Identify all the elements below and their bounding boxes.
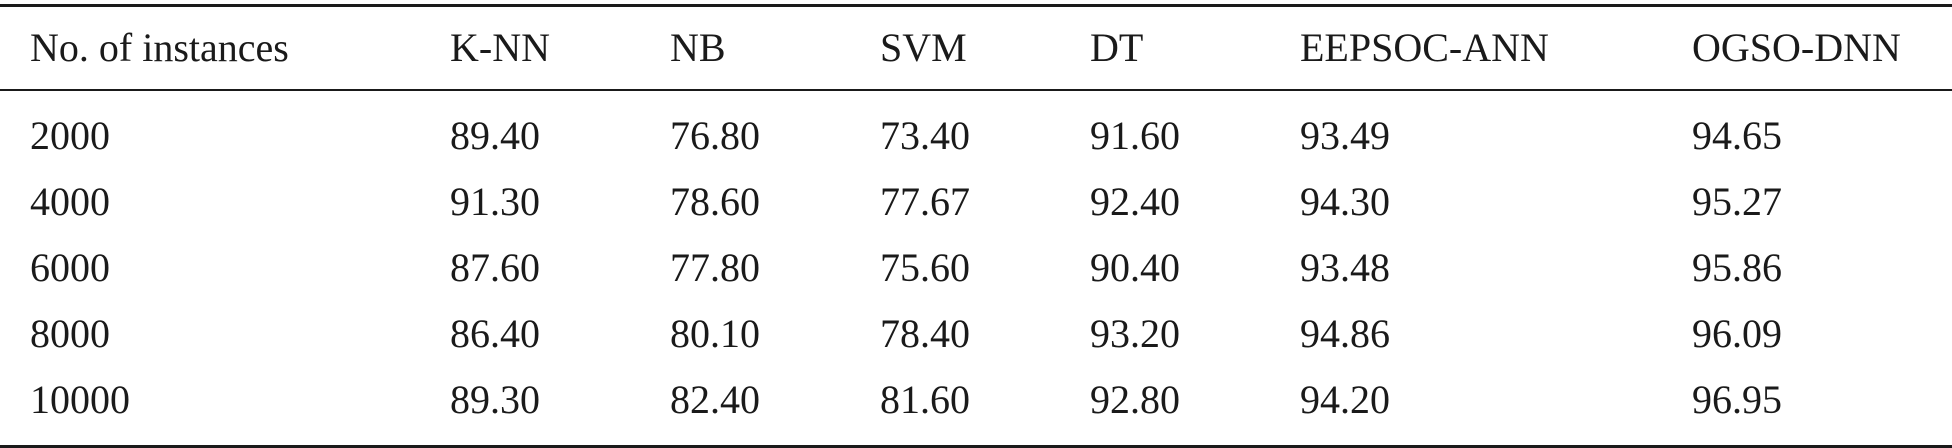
table-row: 2000 89.40 76.80 73.40 91.60 93.49 94.65	[0, 90, 1952, 169]
cell-ogso-dnn: 96.95	[1692, 377, 1782, 422]
header-eepsoc-ann: EEPSOC-ANN	[1300, 25, 1549, 70]
cell-eepsoc-ann: 94.86	[1300, 311, 1390, 356]
cell-nb: 80.10	[670, 311, 760, 356]
cell-ogso-dnn: 94.65	[1692, 113, 1782, 158]
cell-instances: 6000	[30, 245, 110, 290]
cell-dt: 91.60	[1090, 113, 1180, 158]
cell-nb: 76.80	[670, 113, 760, 158]
cell-eepsoc-ann: 93.49	[1300, 113, 1390, 158]
cell-dt: 90.40	[1090, 245, 1180, 290]
table-body: 2000 89.40 76.80 73.40 91.60 93.49 94.65…	[0, 90, 1952, 447]
header-instances: No. of instances	[30, 25, 289, 70]
cell-svm: 75.60	[880, 245, 970, 290]
cell-eepsoc-ann: 93.48	[1300, 245, 1390, 290]
cell-nb: 77.80	[670, 245, 760, 290]
cell-ogso-dnn: 95.27	[1692, 179, 1782, 224]
cell-knn: 86.40	[450, 311, 540, 356]
cell-dt: 93.20	[1090, 311, 1180, 356]
cell-eepsoc-ann: 94.30	[1300, 179, 1390, 224]
cell-knn: 89.40	[450, 113, 540, 158]
header-dt: DT	[1090, 25, 1144, 70]
cell-ogso-dnn: 95.86	[1692, 245, 1782, 290]
cell-instances: 8000	[30, 311, 110, 356]
results-table-container: No. of instances K-NN NB SVM DT EEPSOC-A…	[0, 4, 1952, 448]
header-svm: SVM	[880, 25, 967, 70]
cell-dt: 92.80	[1090, 377, 1180, 422]
header-nb: NB	[670, 25, 726, 70]
cell-knn: 91.30	[450, 179, 540, 224]
results-table: No. of instances K-NN NB SVM DT EEPSOC-A…	[0, 4, 1952, 448]
header-knn: K-NN	[450, 25, 550, 70]
cell-svm: 73.40	[880, 113, 970, 158]
table-row: 10000 89.30 82.40 81.60 92.80 94.20 96.9…	[0, 367, 1952, 447]
table-row: 8000 86.40 80.10 78.40 93.20 94.86 96.09	[0, 301, 1952, 367]
cell-eepsoc-ann: 94.20	[1300, 377, 1390, 422]
header-ogso-dnn: OGSO-DNN	[1692, 25, 1901, 70]
cell-svm: 81.60	[880, 377, 970, 422]
cell-instances: 4000	[30, 179, 110, 224]
cell-nb: 78.60	[670, 179, 760, 224]
cell-knn: 87.60	[450, 245, 540, 290]
cell-instances: 10000	[30, 377, 130, 422]
cell-svm: 78.40	[880, 311, 970, 356]
header-row: No. of instances K-NN NB SVM DT EEPSOC-A…	[0, 5, 1952, 90]
cell-knn: 89.30	[450, 377, 540, 422]
cell-dt: 92.40	[1090, 179, 1180, 224]
table-header: No. of instances K-NN NB SVM DT EEPSOC-A…	[0, 5, 1952, 90]
cell-instances: 2000	[30, 113, 110, 158]
table-row: 6000 87.60 77.80 75.60 90.40 93.48 95.86	[0, 235, 1952, 301]
cell-svm: 77.67	[880, 179, 970, 224]
cell-ogso-dnn: 96.09	[1692, 311, 1782, 356]
cell-nb: 82.40	[670, 377, 760, 422]
table-row: 4000 91.30 78.60 77.67 92.40 94.30 95.27	[0, 169, 1952, 235]
